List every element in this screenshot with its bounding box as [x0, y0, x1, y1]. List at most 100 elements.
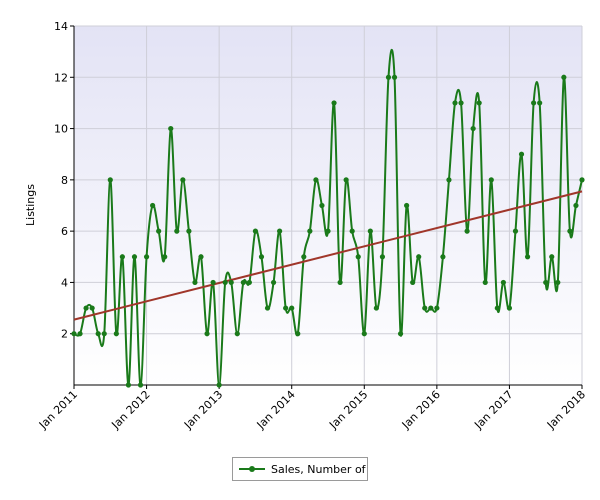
data-point — [367, 228, 373, 234]
data-point — [258, 254, 265, 260]
data-point — [119, 254, 125, 260]
data-point — [573, 202, 579, 209]
data-point — [561, 74, 567, 80]
data-point — [440, 254, 446, 260]
data-point — [567, 228, 573, 234]
data-point — [240, 279, 246, 286]
data-point — [410, 279, 416, 286]
legend-swatch — [239, 464, 265, 474]
data-point — [512, 228, 519, 234]
data-point — [156, 228, 162, 234]
data-point — [283, 305, 289, 311]
data-point — [71, 331, 77, 337]
plot-area — [74, 26, 582, 385]
data-point — [385, 74, 392, 80]
y-tick-label: 8 — [61, 174, 68, 187]
data-point — [506, 305, 513, 311]
data-point — [204, 331, 210, 337]
legend-label: Sales, Number of — [271, 462, 366, 476]
data-point — [198, 254, 204, 260]
x-tick-label: Jan 2015 — [326, 388, 370, 432]
data-point — [180, 177, 186, 183]
data-point — [543, 279, 549, 286]
x-tick-label: Jan 2012 — [109, 388, 153, 432]
data-point — [277, 228, 283, 234]
y-tick-label: 14 — [54, 20, 68, 33]
data-point — [446, 177, 452, 183]
data-point — [77, 331, 83, 337]
series-layer — [71, 49, 585, 388]
data-point — [107, 177, 113, 183]
data-point — [83, 305, 89, 311]
trend-line — [73, 190, 583, 321]
data-point — [216, 382, 222, 388]
data-point — [355, 254, 361, 260]
legend: Sales, Number of — [232, 457, 368, 481]
data-point — [168, 125, 174, 132]
axes — [73, 26, 582, 386]
data-point — [470, 125, 476, 132]
data-point — [422, 305, 428, 311]
data-point — [228, 279, 234, 286]
data-point — [476, 100, 482, 106]
data-point — [428, 305, 434, 311]
data-point — [416, 254, 422, 260]
x-tick-label: Jan 2018 — [544, 388, 588, 432]
data-point — [95, 331, 101, 337]
data-point — [222, 279, 228, 286]
data-point — [143, 254, 150, 260]
data-point — [482, 279, 488, 286]
data-point — [500, 279, 506, 286]
y-tick-label: 12 — [54, 71, 68, 84]
y-tick-labels: 2 4 6 8 10 12 14 — [54, 20, 74, 341]
data-point — [325, 228, 331, 234]
data-point — [307, 228, 313, 234]
x-tick-label: Jan 2013 — [181, 388, 225, 432]
data-point — [289, 305, 295, 311]
data-point — [379, 254, 386, 260]
y-tick-label: 2 — [61, 328, 68, 341]
y-tick-label: 6 — [61, 225, 68, 238]
data-point — [452, 100, 458, 106]
data-point — [150, 202, 156, 209]
data-point — [531, 100, 537, 106]
data-point — [125, 382, 132, 388]
data-point — [113, 331, 119, 337]
data-point — [549, 254, 555, 260]
data-point — [391, 74, 398, 80]
data-point — [101, 331, 107, 337]
data-point — [252, 228, 259, 234]
data-point — [186, 228, 192, 234]
x-tick-label: Jan 2016 — [399, 388, 443, 432]
data-point — [210, 279, 216, 286]
data-point — [555, 279, 561, 286]
x-tick-label: Jan 2014 — [254, 388, 298, 432]
data-point — [397, 331, 404, 337]
data-point — [524, 254, 531, 260]
y-axis-title: Listings — [24, 184, 37, 226]
data-point — [488, 177, 494, 183]
data-point — [331, 100, 337, 106]
data-point — [301, 254, 307, 260]
x-tick-label: Jan 2017 — [471, 388, 515, 432]
data-point — [579, 177, 585, 183]
data-point — [270, 279, 277, 286]
data-point — [537, 100, 543, 106]
data-point — [337, 279, 343, 286]
data-point — [373, 305, 379, 311]
y-tick-label: 4 — [61, 276, 68, 289]
data-point — [89, 305, 95, 311]
data-point — [349, 228, 355, 234]
data-point — [518, 151, 525, 157]
data-point — [464, 228, 470, 234]
data-point — [295, 331, 301, 337]
data-point — [246, 279, 252, 286]
data-point — [162, 254, 168, 260]
data-point — [174, 228, 180, 234]
data-point — [313, 177, 319, 183]
data-point — [361, 331, 367, 337]
data-point — [137, 382, 144, 388]
data-point — [264, 305, 271, 311]
data-point — [319, 202, 325, 209]
